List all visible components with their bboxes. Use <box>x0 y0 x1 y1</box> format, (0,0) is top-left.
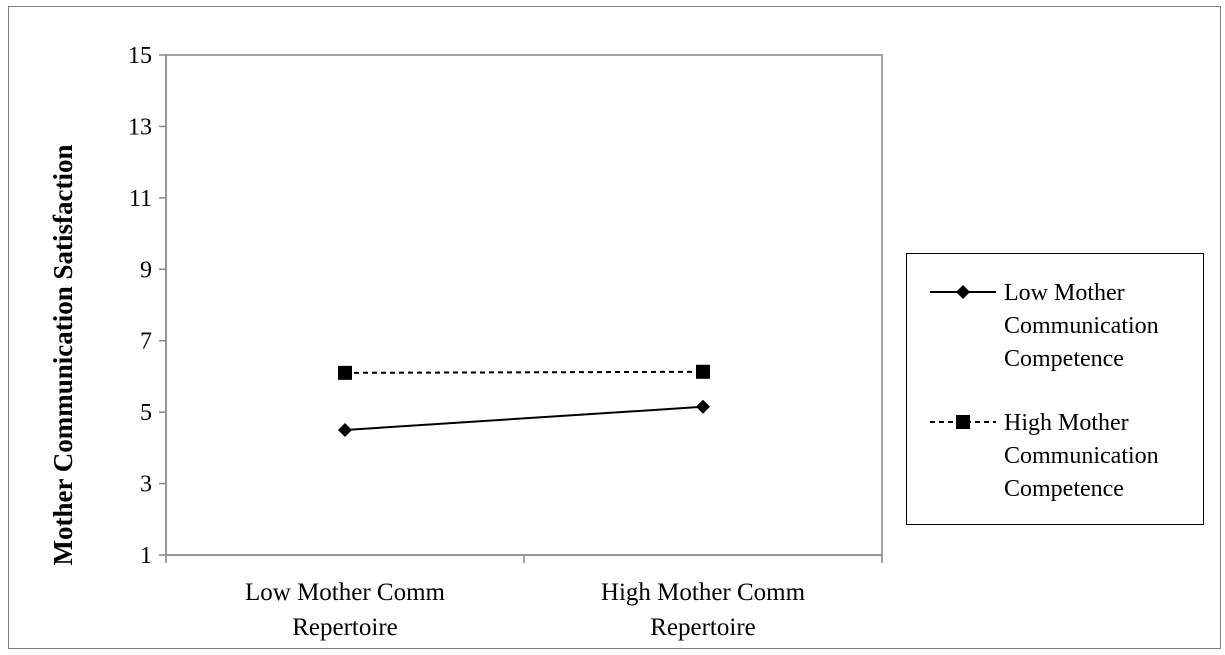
y-tick-label: 1 <box>140 543 152 569</box>
data-point <box>696 364 710 379</box>
y-tick-label: 7 <box>140 329 152 355</box>
legend-label: Low Mother Communication Competence <box>1004 280 1159 372</box>
y-tick-label: 11 <box>129 186 152 212</box>
legend-marker <box>956 415 970 429</box>
x-tick-label: High Mother Comm Repertoire <box>601 579 806 641</box>
legend-marker <box>956 285 970 299</box>
y-tick-label: 5 <box>140 400 152 426</box>
x-tick-label: Low Mother Comm Repertoire <box>245 579 446 641</box>
series-1 <box>338 399 710 437</box>
legend-entry: Low Mother Communication Competence <box>930 280 1159 372</box>
legend-box <box>906 253 1204 525</box>
series-line <box>344 405 704 431</box>
data-point <box>696 399 710 414</box>
legend-label: High Mother Communication Competence <box>1004 410 1159 502</box>
y-tick-label: 13 <box>128 114 152 140</box>
y-axis-label: Mother Communication Satisfaction <box>48 145 78 566</box>
y-tick-label: 9 <box>140 257 152 283</box>
legend-entry: High Mother Communication Competence <box>930 410 1159 502</box>
data-point <box>338 365 352 380</box>
data-point <box>338 423 352 437</box>
y-tick-label: 3 <box>140 472 152 498</box>
series-2 <box>338 364 710 380</box>
series-line <box>344 370 704 374</box>
y-tick-label: 15 <box>128 43 152 69</box>
legend: Low Mother Communication Competence High Mo… <box>906 253 1204 525</box>
